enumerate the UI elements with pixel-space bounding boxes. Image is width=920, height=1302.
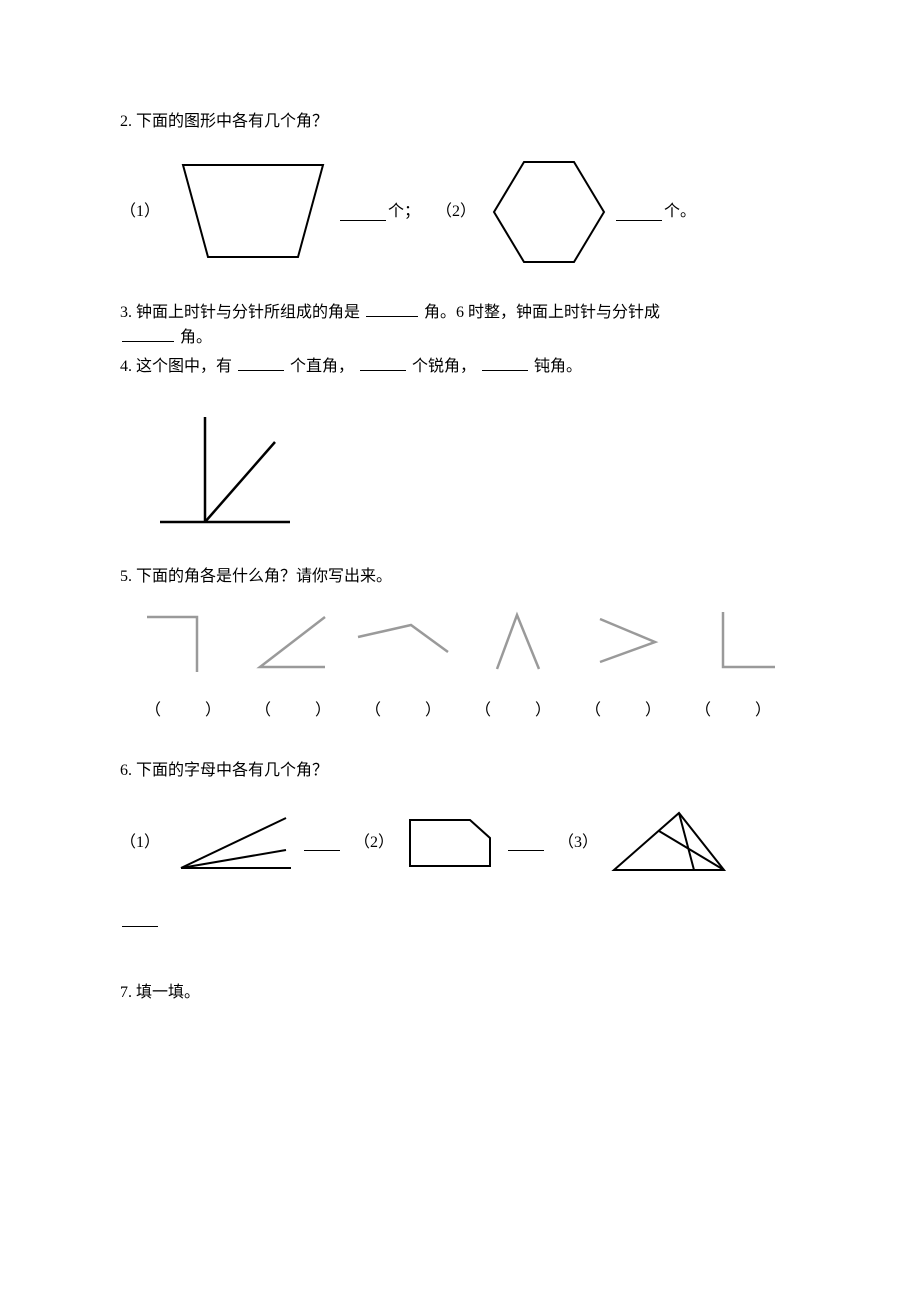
q6-shape-1 [166, 808, 296, 878]
q5-angles-row [120, 607, 800, 677]
q5-paren-5[interactable]: （ ） [570, 699, 680, 723]
q2-label-2: （2） [436, 200, 476, 224]
q4-line: 4. 这个图中，有 个直角， 个锐角， 钝角。 [120, 354, 800, 379]
q2-blank-1[interactable] [340, 204, 386, 221]
angle-4-acute-up [477, 607, 557, 677]
question-2: 2. 下面的图形中各有几个角？ （1） 个； （2） 个。 [120, 110, 800, 272]
q3-line2: 角。 [120, 325, 800, 350]
q2-figures-row: （1） 个； （2） 个。 [120, 152, 800, 272]
q3-text-1a: 3. 钟面上时针与分针所组成的角是 [120, 304, 360, 321]
q6-figures-row: （1） （2） （3） [120, 805, 800, 880]
q3-text-1b: 角。6 时整，钟面上时针与分针成 [424, 304, 660, 321]
q6-blank-3[interactable] [122, 910, 158, 927]
angle-5-acute-right [590, 607, 670, 677]
q7-prompt: 7. 填一填。 [120, 981, 800, 1005]
q2-label-1: （1） [120, 200, 160, 224]
q2-unit-2: 个。 [664, 200, 696, 224]
q5-paren-1[interactable]: （ ） [130, 699, 240, 723]
q4-blank-1[interactable] [238, 354, 284, 371]
q3-text-2b: 角。 [180, 329, 212, 346]
q5-paren-2[interactable]: （ ） [240, 699, 350, 723]
trapezoid-shape [168, 157, 338, 267]
angle-3-obtuse [353, 607, 453, 677]
q5-prompt: 5. 下面的角各是什么角？请你写出来。 [120, 565, 800, 589]
q4-d: 钝角。 [534, 358, 582, 375]
q5-answer-row: （ ） （ ） （ ） （ ） （ ） （ ） [120, 699, 800, 723]
question-4: 4. 这个图中，有 个直角， 个锐角， 钝角。 [120, 354, 800, 537]
q3-blank-2[interactable] [122, 325, 174, 342]
q3-line1: 3. 钟面上时针与分针所组成的角是 角。6 时整，钟面上时针与分针成 [120, 300, 800, 325]
question-5: 5. 下面的角各是什么角？请你写出来。 （ ） （ ） [120, 565, 800, 723]
worksheet-page: 2. 下面的图形中各有几个角？ （1） 个； （2） 个。 3. 钟面上时针与分… [0, 0, 920, 1093]
q5-paren-3[interactable]: （ ） [350, 699, 460, 723]
q4-blank-3[interactable] [482, 354, 528, 371]
q6-blank-1[interactable] [304, 834, 340, 851]
q4-angle-figure [150, 407, 300, 537]
q4-a: 4. 这个图中，有 [120, 358, 232, 375]
q6-blank-2[interactable] [508, 834, 544, 851]
angle-1-right-down [137, 607, 217, 677]
q6-label-1: （1） [120, 831, 160, 855]
question-6: 6. 下面的字母中各有几个角？ （1） （2） （3） [120, 759, 800, 935]
q6-label-2: （2） [354, 831, 394, 855]
q4-figure-wrap [150, 407, 800, 537]
question-7: 7. 填一填。 [120, 981, 800, 1005]
q6-blank-3-row [120, 910, 800, 935]
q2-blank-2[interactable] [616, 204, 662, 221]
q4-blank-2[interactable] [360, 354, 406, 371]
question-3: 3. 钟面上时针与分针所组成的角是 角。6 时整，钟面上时针与分针成 角。 [120, 300, 800, 350]
q4-b: 个直角， [290, 358, 354, 375]
q5-paren-6[interactable]: （ ） [680, 699, 790, 723]
q2-unit-1: 个； [388, 200, 420, 224]
q2-prompt: 2. 下面的图形中各有几个角？ [120, 110, 800, 134]
q6-shape-3 [604, 805, 734, 880]
q4-c: 个锐角， [412, 358, 476, 375]
q6-label-3: （3） [558, 831, 598, 855]
hexagon-shape [484, 152, 614, 272]
angle-6-right-up [703, 607, 783, 677]
q3-blank-1[interactable] [366, 300, 418, 317]
q6-shape-2 [400, 810, 500, 876]
q6-prompt: 6. 下面的字母中各有几个角？ [120, 759, 800, 783]
angle-2-acute [245, 607, 335, 677]
q5-paren-4[interactable]: （ ） [460, 699, 570, 723]
